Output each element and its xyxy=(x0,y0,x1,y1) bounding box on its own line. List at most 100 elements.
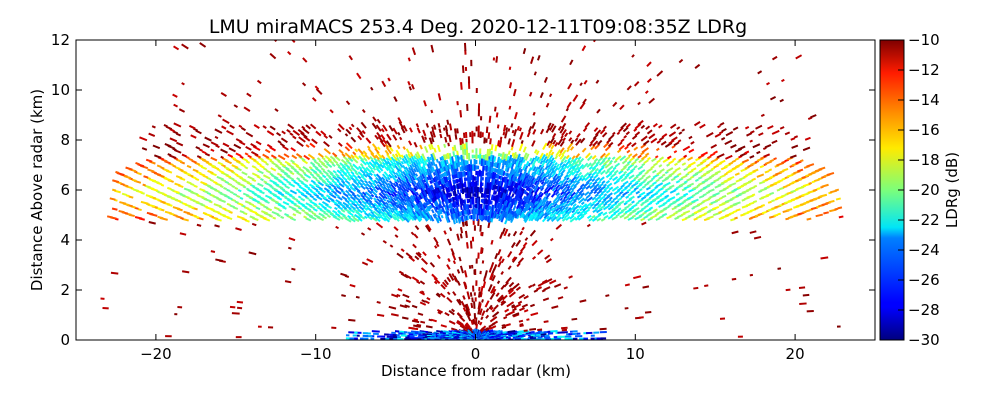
ldr-gate xyxy=(424,224,431,233)
ldr-gate xyxy=(599,176,605,182)
ldr-gate xyxy=(582,98,587,104)
ldr-gate xyxy=(571,193,578,201)
ldr-gate xyxy=(412,243,417,249)
ldr-gate xyxy=(648,206,654,210)
ldr-gate xyxy=(682,145,691,152)
ldr-gate xyxy=(444,176,449,183)
ldr-gate xyxy=(568,158,575,165)
ldr-gate xyxy=(421,299,426,303)
ldr-gate xyxy=(819,193,828,198)
ldr-gate xyxy=(394,330,400,333)
ldr-gate xyxy=(542,156,548,163)
ldr-gate xyxy=(646,167,653,173)
ldr-gate xyxy=(573,173,579,178)
ldr-gate xyxy=(477,301,481,310)
ldr-gate xyxy=(467,181,470,188)
ldr-gate xyxy=(537,249,544,256)
ldr-gate xyxy=(420,172,426,180)
ldr-gate xyxy=(583,337,589,340)
ldr-gate xyxy=(442,189,446,195)
ldr-gate xyxy=(620,138,625,143)
ldr-gate xyxy=(513,129,518,137)
ldr-gate xyxy=(419,280,426,285)
ldr-gate xyxy=(441,281,448,288)
ldr-gate xyxy=(477,165,480,170)
ldr-gate xyxy=(322,169,329,176)
ldr-gate xyxy=(545,207,551,213)
ldr-gate xyxy=(640,124,646,129)
ldr-gate xyxy=(450,248,455,256)
ldr-gate xyxy=(264,148,271,154)
ldr-gate xyxy=(296,177,301,181)
ldr-gate xyxy=(607,202,612,207)
ldr-gate xyxy=(415,202,421,209)
ldr-gate xyxy=(527,187,532,192)
ldr-gate xyxy=(516,173,520,177)
ldr-gate xyxy=(802,210,807,214)
ldr-gate xyxy=(429,204,433,209)
ldr-gate xyxy=(376,198,382,203)
ldr-gate xyxy=(694,178,699,182)
ldr-gate xyxy=(599,330,607,334)
ldr-gate xyxy=(367,164,373,171)
ldr-gate xyxy=(714,132,722,138)
ldr-gate xyxy=(401,191,407,197)
ldr-gate xyxy=(396,156,402,164)
ldr-gate xyxy=(529,91,533,97)
ldr-gate xyxy=(687,156,694,162)
ldr-gate xyxy=(464,304,469,312)
ldr-gate xyxy=(799,302,807,305)
ldr-gate xyxy=(466,315,472,322)
ldr-gate xyxy=(357,208,363,214)
ldr-gate xyxy=(260,203,265,207)
ldr-gate xyxy=(786,183,791,187)
ldr-gate xyxy=(446,152,450,159)
ldr-gate xyxy=(461,149,465,155)
ldr-gate xyxy=(400,178,406,185)
ldr-gate xyxy=(191,159,197,164)
ldr-gate xyxy=(444,136,448,143)
ldr-gate xyxy=(544,177,549,182)
ldr-gate xyxy=(420,166,426,173)
ldr-gate xyxy=(243,106,251,112)
ldr-gate xyxy=(425,325,433,329)
ldr-gate xyxy=(348,216,356,223)
ldr-gate xyxy=(431,137,435,143)
ldr-gate xyxy=(470,59,473,67)
ldr-gate xyxy=(769,159,775,163)
ldr-gate xyxy=(540,180,545,185)
ldr-gate xyxy=(301,208,306,213)
ldr-gate xyxy=(538,185,543,190)
ldr-gate xyxy=(397,288,403,292)
ldr-gate xyxy=(335,189,342,195)
ldr-gate xyxy=(548,142,553,149)
ldr-gate xyxy=(385,178,389,183)
ldr-gate xyxy=(771,139,778,144)
ldr-gate xyxy=(444,186,449,195)
ldr-gate xyxy=(427,168,432,174)
ldr-gate xyxy=(597,182,604,189)
ldr-gate xyxy=(396,195,404,203)
ldr-gate xyxy=(590,337,595,340)
ldr-gate xyxy=(422,251,427,257)
ldr-gate xyxy=(660,140,667,146)
ldr-gate xyxy=(444,125,449,132)
ldr-gate xyxy=(425,201,429,206)
ldr-gate xyxy=(413,186,418,192)
ldr-gate xyxy=(399,216,405,222)
ldr-gate xyxy=(498,168,503,176)
ldr-gate xyxy=(549,279,557,285)
ldr-gate xyxy=(554,141,559,147)
ldr-gate xyxy=(267,326,274,329)
ldr-gate xyxy=(419,301,427,306)
ldr-gate xyxy=(411,47,417,56)
ldr-gate xyxy=(323,147,332,155)
ldr-gate xyxy=(596,108,601,114)
ldr-gate xyxy=(585,194,591,199)
ldr-gate xyxy=(390,209,394,214)
ldr-gate xyxy=(675,192,680,196)
ldr-gate xyxy=(501,323,506,327)
y-tick-label: 4 xyxy=(60,231,70,249)
ldr-gate xyxy=(269,125,276,131)
ldr-gate xyxy=(373,157,378,163)
